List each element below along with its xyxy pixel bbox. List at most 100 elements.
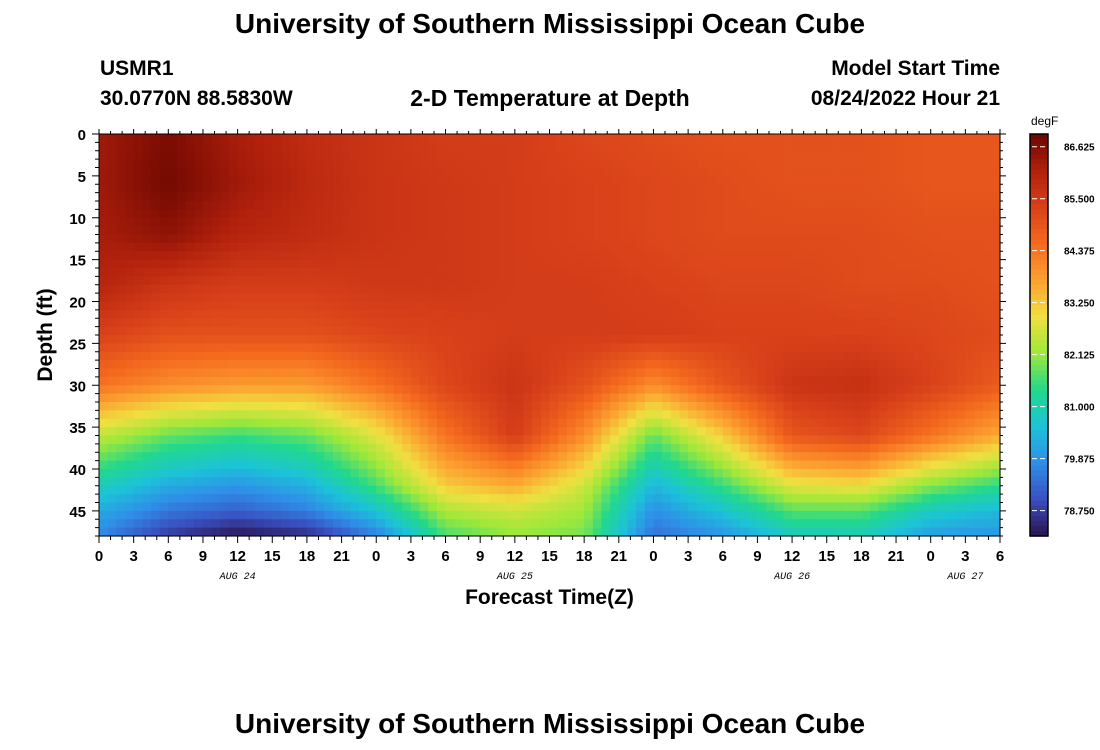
heatmap-cell [982, 150, 992, 160]
heatmap-cell [558, 201, 568, 210]
heatmap-cell [237, 326, 247, 336]
heatmap-cell [116, 301, 126, 311]
heatmap-cell [367, 460, 377, 470]
heatmap-cell [358, 376, 369, 386]
heatmap-cell [532, 452, 542, 462]
heatmap-cell [800, 175, 810, 185]
heatmap-cell [922, 150, 932, 160]
heatmap-cell [185, 494, 195, 504]
heatmap-cell [237, 469, 247, 478]
heatmap-cell [358, 485, 369, 495]
heatmap-cell [393, 452, 403, 462]
heatmap-cell [497, 494, 507, 504]
heatmap-cell [168, 134, 178, 143]
heatmap-cell [731, 259, 741, 269]
heatmap-cell [506, 477, 516, 487]
heatmap-cell [870, 502, 880, 512]
heatmap-cell [367, 343, 377, 353]
heatmap-cell [280, 217, 291, 227]
heatmap-cell [982, 318, 992, 328]
heatmap-cell [341, 410, 351, 420]
heatmap-cell [696, 276, 707, 286]
heatmap-cell [618, 360, 629, 370]
heatmap-cell [436, 201, 447, 210]
heatmap-cell [315, 385, 325, 395]
heatmap-cell [272, 259, 282, 269]
heatmap-cell [696, 142, 707, 152]
heatmap-cell [939, 477, 949, 487]
heatmap-cell [714, 226, 724, 236]
heatmap-cell [367, 385, 377, 395]
heatmap-cell [896, 326, 906, 336]
heatmap-cell [913, 502, 923, 512]
heatmap-cell [844, 527, 854, 537]
heatmap-cell [194, 301, 204, 311]
heatmap-cell [506, 175, 516, 185]
heatmap-cell [896, 335, 906, 344]
heatmap-cell [263, 393, 273, 403]
heatmap-cell [168, 284, 178, 294]
heatmap-cell [488, 376, 499, 386]
heatmap-cell [454, 351, 464, 361]
heatmap-cell [922, 167, 932, 177]
heatmap-cell [887, 226, 897, 236]
heatmap-cell [974, 435, 984, 445]
heatmap-cell [410, 234, 421, 244]
heatmap-cell [731, 368, 741, 378]
heatmap-cell [627, 335, 637, 344]
heatmap-cell [99, 251, 109, 261]
heatmap-cell [194, 410, 204, 420]
heatmap-cell [618, 209, 629, 219]
heatmap-cell [142, 410, 152, 420]
heatmap-cell [826, 527, 836, 537]
heatmap-cell [748, 418, 759, 428]
heatmap-cell [445, 259, 455, 269]
heatmap-cell [254, 469, 265, 478]
heatmap-cell [939, 368, 949, 378]
heatmap-cell [610, 435, 620, 445]
heatmap-cell [480, 209, 490, 219]
heatmap-cell [748, 309, 759, 319]
heatmap-cell [540, 167, 551, 177]
heatmap-cell [419, 276, 429, 286]
heatmap-cell [306, 259, 317, 269]
heatmap-cell [315, 427, 325, 437]
heatmap-cell [107, 251, 117, 261]
heatmap-cell [428, 477, 438, 487]
heatmap-cell [627, 150, 637, 160]
heatmap-cell [783, 234, 793, 244]
heatmap-cell [436, 217, 447, 227]
heatmap-cell [185, 175, 195, 185]
heatmap-cell [844, 251, 854, 261]
heatmap-cell [861, 251, 871, 261]
heatmap-cell [748, 150, 759, 160]
heatmap-cell [662, 510, 672, 520]
heatmap-cell [826, 259, 836, 269]
heatmap-cell [930, 360, 940, 370]
heatmap-cell [878, 134, 888, 143]
heatmap-cell [766, 418, 776, 428]
heatmap-cell [731, 226, 741, 236]
heatmap-cell [662, 251, 672, 261]
heatmap-cell [601, 360, 611, 370]
heatmap-cell [124, 259, 135, 269]
heatmap-cell [402, 167, 412, 177]
heatmap-cell [844, 443, 854, 453]
heatmap-cell [272, 268, 282, 277]
heatmap-cell [939, 460, 949, 470]
heatmap-cell [194, 284, 204, 294]
heatmap-cell [818, 519, 828, 529]
heatmap-cell [653, 259, 663, 269]
heatmap-cell [107, 284, 117, 294]
heatmap-cell [584, 335, 594, 344]
heatmap-cell [558, 234, 568, 244]
heatmap-cell [705, 335, 715, 344]
heatmap-cell [376, 519, 386, 529]
heatmap-cell [185, 209, 195, 219]
heatmap-cell [462, 385, 473, 395]
heatmap-cell [757, 527, 767, 537]
heatmap-cell [974, 477, 984, 487]
model-start-value: 08/24/2022 Hour 21 [810, 87, 1000, 110]
heatmap-cell [974, 259, 984, 269]
heatmap-cell [740, 427, 750, 437]
